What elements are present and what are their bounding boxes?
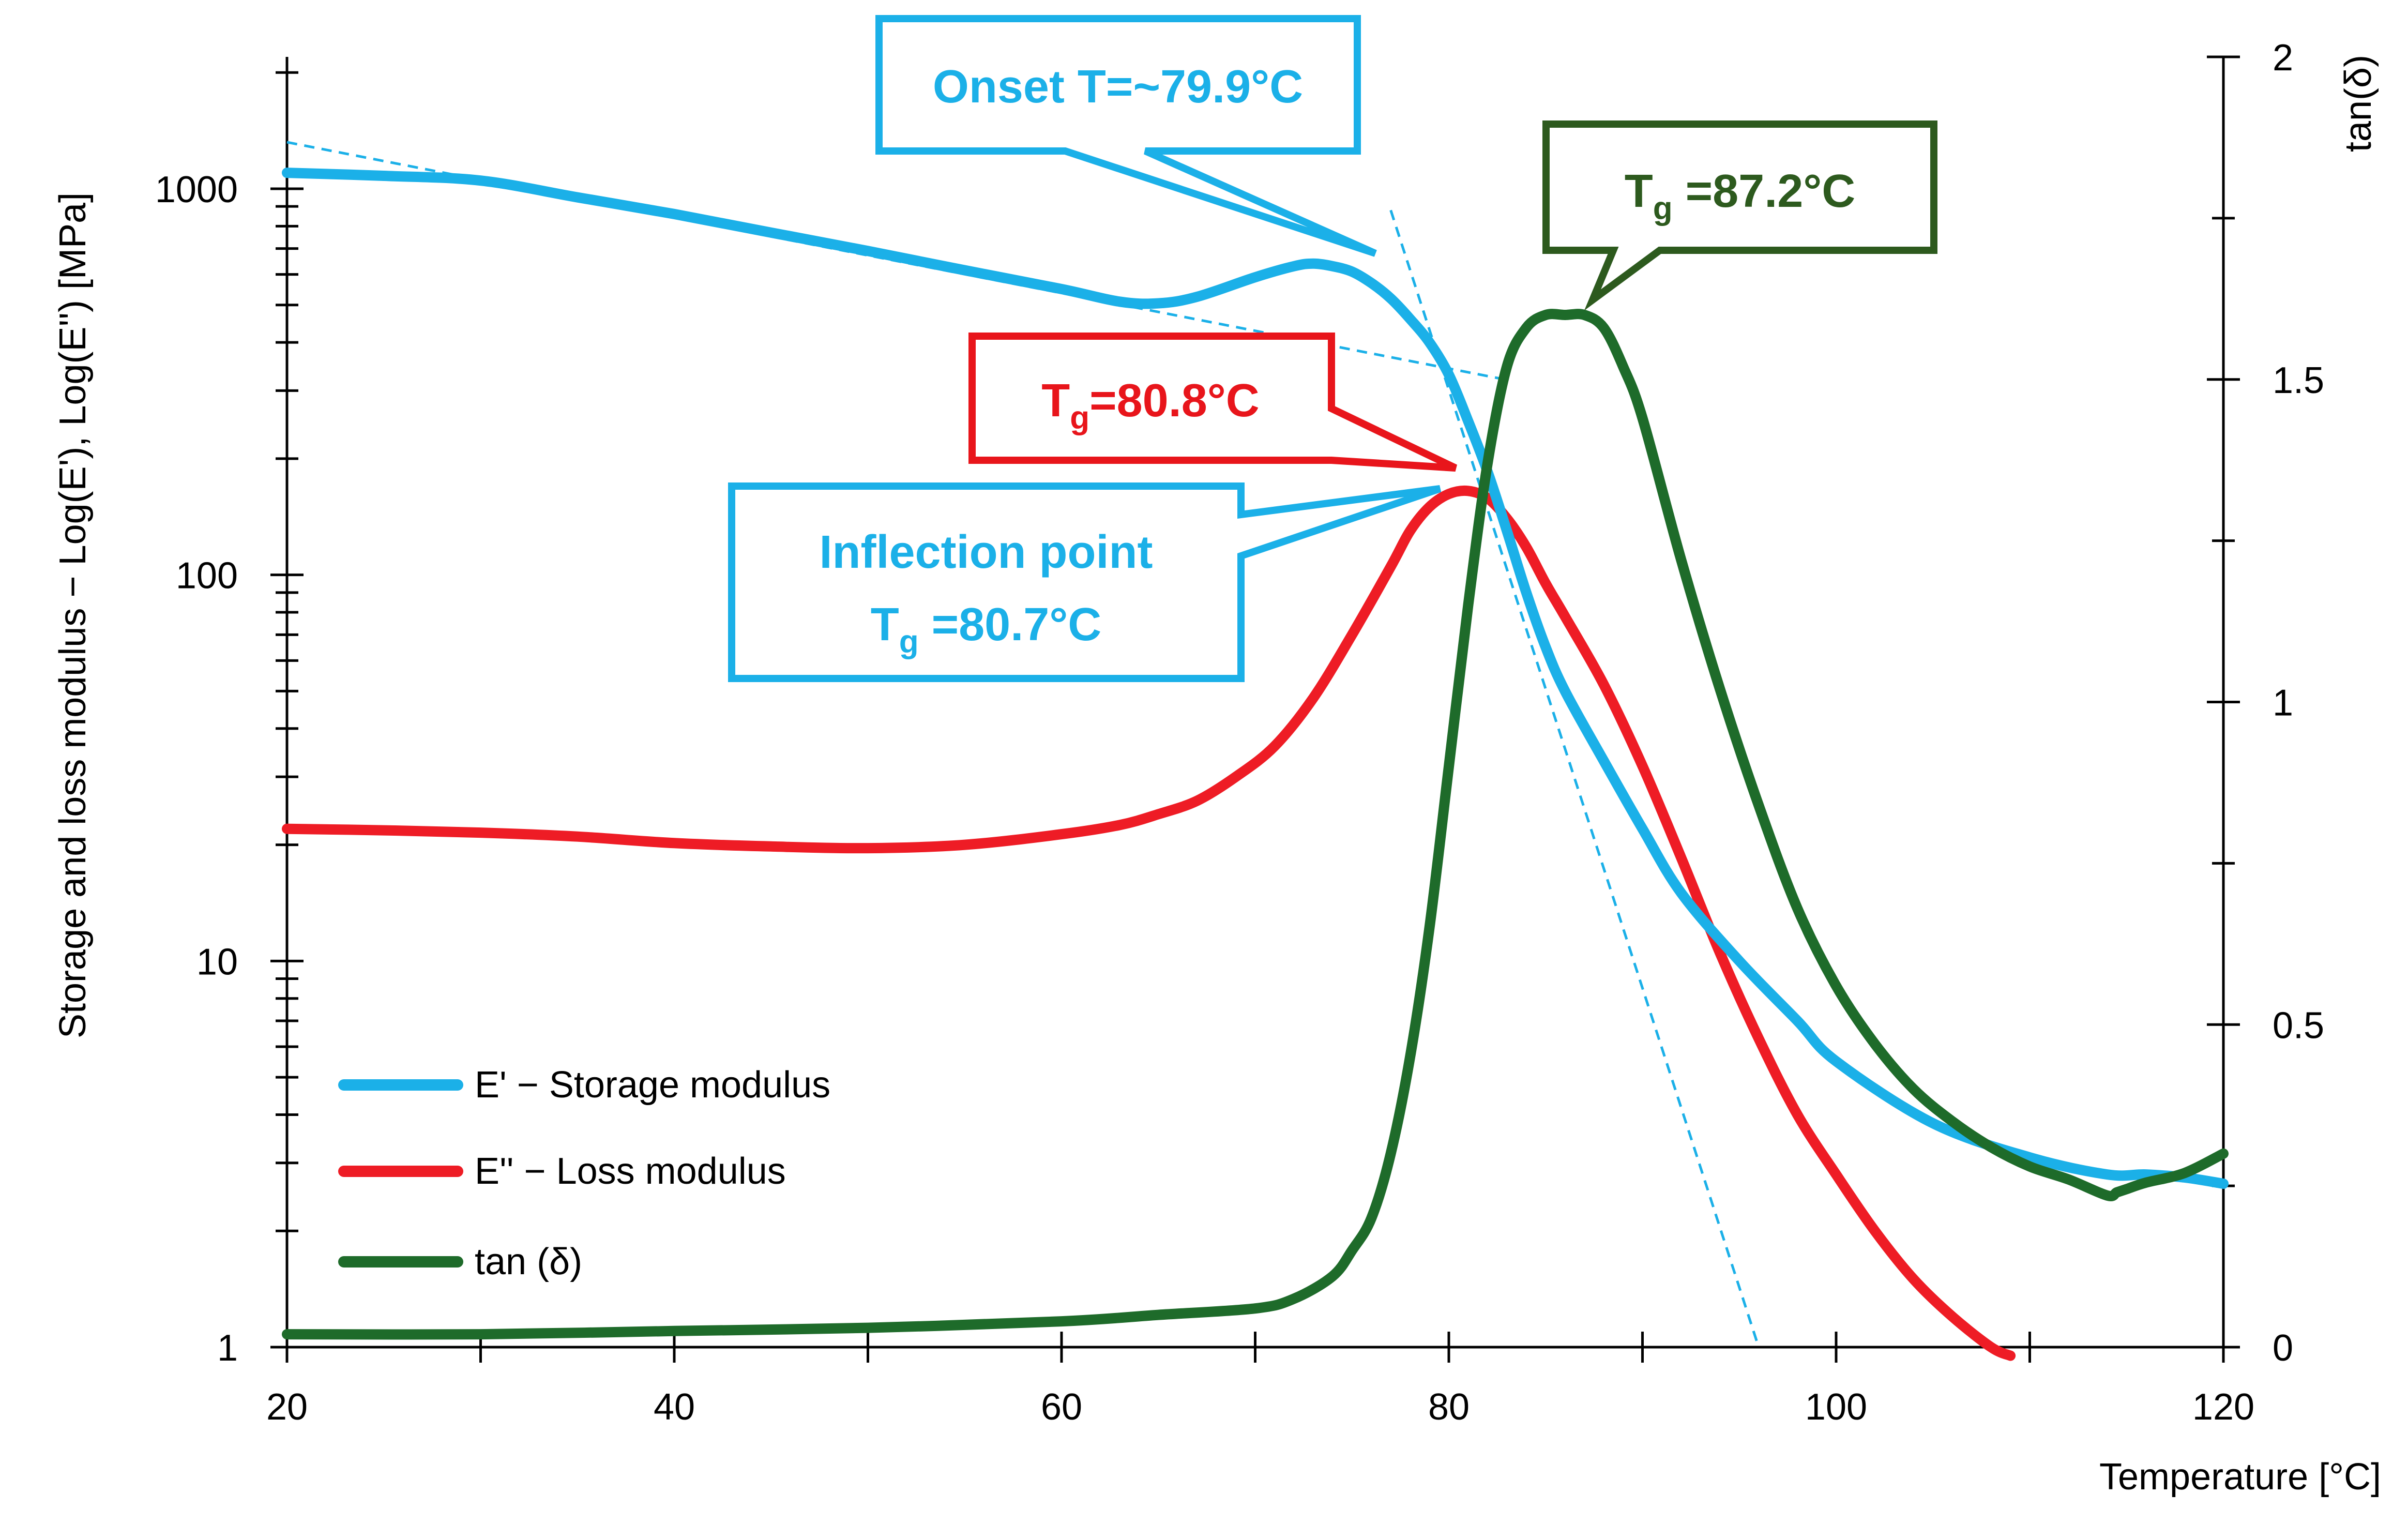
y2-tick-label: 1.5 [2273, 360, 2324, 401]
annotation-tan-delta-tg-label: Tg =87.2°C [1625, 165, 1856, 227]
x-tick-label: 80 [1428, 1386, 1470, 1428]
legend-label-tan-delta: tan (δ) [475, 1241, 582, 1282]
y-tick-label: 10 [196, 941, 238, 983]
y-tick-label: 1000 [155, 169, 238, 210]
annotation-loss-modulus-tg-callout [968, 333, 1458, 472]
annotation-loss-modulus-tg: Tg=80.8°C [968, 333, 1458, 472]
x-tick-label: 60 [1041, 1386, 1082, 1428]
legend-label-storage: E' − Storage modulus [475, 1064, 830, 1106]
annotation-inflection-line2: Tg =80.7°C [871, 599, 1102, 660]
annotation-loss-modulus-tg-label: Tg=80.8°C [1041, 375, 1260, 436]
loss-modulus-line [282, 485, 2016, 1361]
series-lines [282, 168, 2229, 1361]
x-axis-title: Temperature [°C] [2099, 1456, 2381, 1498]
y2-tick-label: 2 [2273, 37, 2293, 79]
storage-modulus-line [282, 168, 2229, 1189]
tangent-line-transition-tangent [1389, 209, 1760, 1348]
x-tick-label: 100 [1805, 1386, 1867, 1428]
y-tick-label: 100 [176, 555, 238, 597]
y-tick-label: 1 [217, 1327, 238, 1369]
annotation-onset-callout [875, 15, 1377, 257]
tan-delta-line [282, 309, 2229, 1340]
x-tick-label: 120 [2192, 1386, 2254, 1428]
annotation-onset: Onset T=~79.9°C [875, 15, 1377, 257]
annotation-inflection-callout [728, 482, 1442, 682]
annotation-inflection-line1: Inflection point [820, 526, 1153, 578]
annotation-tan-delta-tg: Tg =87.2°C [1542, 120, 1937, 311]
annotation-inflection: Inflection point Tg =80.7°C [728, 482, 1442, 682]
y2-tick-label: 0 [2273, 1327, 2293, 1369]
annotation-tan-delta-tg-callout [1542, 120, 1937, 311]
legend-label-loss: E'' − Loss modulus [475, 1151, 786, 1192]
x-tick-label: 40 [654, 1386, 695, 1428]
y-axis-title: Storage and loss modulus − Log(E'), Log(… [52, 192, 94, 1038]
y2-axis-title: tan(δ) [2338, 55, 2379, 152]
annotation-onset-label: Onset T=~79.9°C [933, 61, 1303, 113]
y2-tick-label: 0.5 [2273, 1005, 2324, 1046]
legend: E' − Storage modulus E'' − Loss modulus … [338, 1064, 830, 1282]
y2-tick-label: 1 [2273, 683, 2293, 724]
x-tick-label: 20 [266, 1386, 308, 1428]
